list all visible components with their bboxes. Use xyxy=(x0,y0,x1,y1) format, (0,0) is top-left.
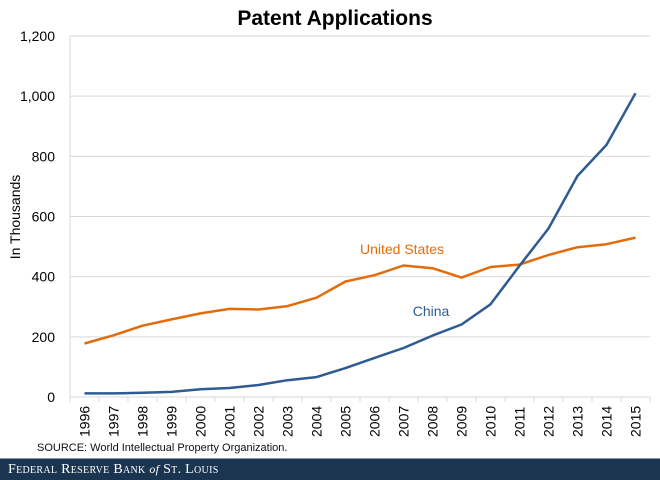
x-tick-label: 2006 xyxy=(367,406,383,437)
chart-title: Patent Applications xyxy=(237,7,432,30)
y-tick-label: 600 xyxy=(32,209,56,225)
x-tick-label: 1998 xyxy=(135,406,151,437)
y-tick-label: 1,000 xyxy=(20,88,55,104)
y-tick-label: 200 xyxy=(32,329,56,345)
x-tick-label: 2010 xyxy=(483,406,499,437)
y-tick-label: 400 xyxy=(32,269,56,285)
y-tick-label: 800 xyxy=(32,148,56,164)
x-tick-label: 2000 xyxy=(193,406,209,437)
y-tick-label: 0 xyxy=(47,389,55,405)
y-axis-label: In Thousands xyxy=(7,175,23,260)
series-group xyxy=(84,92,637,395)
x-tick-label: 2004 xyxy=(309,406,325,437)
x-tick-label: 2002 xyxy=(251,406,267,437)
x-tick-label: 2011 xyxy=(512,407,528,437)
x-tick-label: 2013 xyxy=(570,406,586,437)
x-tick-label: 2007 xyxy=(396,406,412,437)
x-tick-label: 2009 xyxy=(454,406,470,437)
series-line-united-states xyxy=(84,236,636,345)
x-tick-label: 2012 xyxy=(541,406,557,437)
footer-brand-of: of xyxy=(149,462,160,476)
x-axis-ticks: 1996 1997 1998 1999 2000 2001 2002 2003 2004 2005… xyxy=(69,397,651,437)
x-tick-label: 2014 xyxy=(599,406,615,437)
x-tick-label: 2008 xyxy=(425,406,441,437)
x-tick-label: 2001 xyxy=(222,406,238,437)
source-note: SOURCE: World Intellectual Property Orga… xyxy=(37,442,288,454)
footer-banner: Federal Reserve Bank of St. Louis xyxy=(0,458,660,480)
series-line-china xyxy=(84,92,637,395)
footer-brand-part1: Federal Reserve Bank xyxy=(8,462,150,477)
y-axis-ticks: 0 200 400 600 800 1,000 1,200 xyxy=(20,28,55,405)
series-label-china: China xyxy=(413,303,450,319)
x-tick-label: 2005 xyxy=(338,406,354,437)
x-tick-label: 2015 xyxy=(628,406,644,437)
chart: Patent Applications In Thousands 0 200 400… xyxy=(7,7,651,437)
footer-brand: Federal Reserve Bank of St. Louis xyxy=(8,462,219,478)
x-tick-label: 1996 xyxy=(77,406,93,437)
x-tick-label: 1997 xyxy=(106,406,122,437)
footer-brand-part2: St. Louis xyxy=(159,462,219,477)
y-tick-label: 1,200 xyxy=(20,28,55,44)
gridlines xyxy=(69,35,650,398)
x-tick-label: 2003 xyxy=(280,406,296,437)
x-tick-label: 1999 xyxy=(164,406,180,437)
series-label-united-states: United States xyxy=(360,241,444,257)
